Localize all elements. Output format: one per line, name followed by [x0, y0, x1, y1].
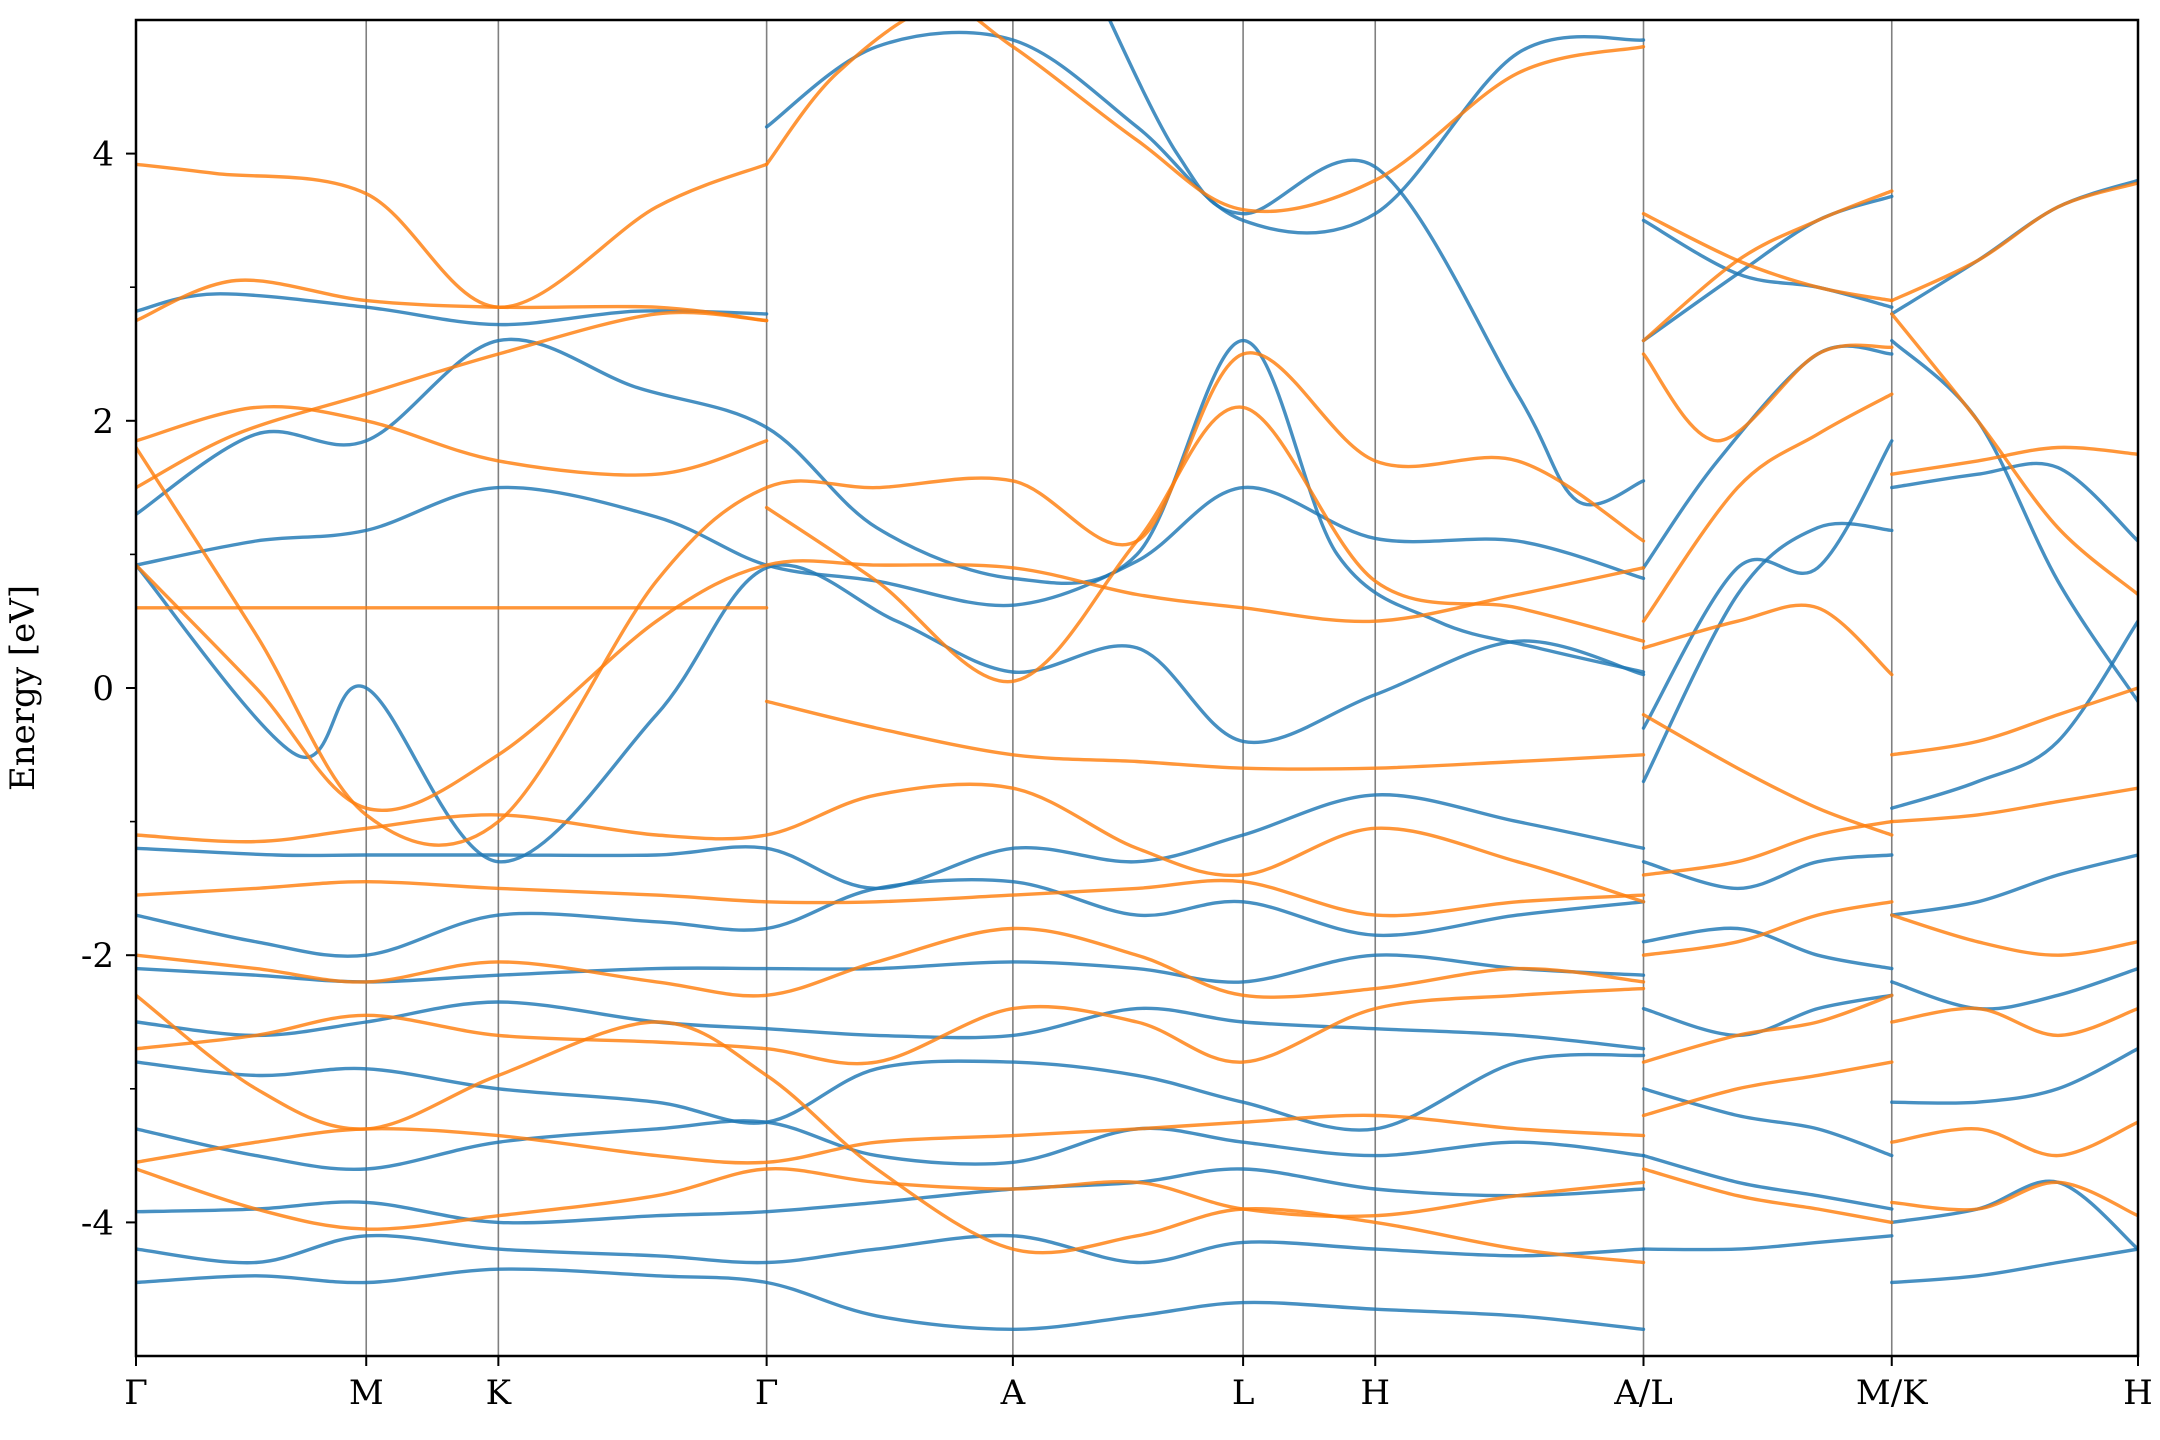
- band-line: [1890, 1120, 2138, 1158]
- band-line: [136, 926, 1646, 999]
- band-line: [1890, 686, 2138, 757]
- band-line: [1641, 194, 1894, 343]
- band-line: [1890, 619, 2138, 810]
- band-series: [136, 20, 2138, 1265]
- band-line: [136, 351, 1646, 847]
- band-line: [1641, 1234, 1894, 1252]
- band-line: [1641, 218, 1894, 309]
- band-line: [1890, 786, 2138, 824]
- x-axis: Γ M K Γ A L H A/L M/K H: [124, 1356, 2153, 1413]
- band-line: [1641, 993, 1894, 1038]
- band-line: [136, 404, 769, 477]
- y-tick-label: -4: [81, 1203, 114, 1243]
- x-tick-label: Γ: [755, 1373, 779, 1413]
- x-tick-label: H: [2123, 1373, 2153, 1413]
- band-line: [1890, 913, 2138, 957]
- band-line: [764, 405, 1646, 684]
- x-tick-label: M: [349, 1373, 384, 1413]
- band-line: [1641, 439, 1894, 730]
- band-line: [1890, 445, 2138, 476]
- band-line: [1890, 461, 2138, 543]
- band-line: [136, 793, 1646, 891]
- band-line: [1641, 900, 1894, 957]
- x-tick-label: L: [1232, 1373, 1255, 1413]
- band-line: [1641, 521, 1894, 784]
- band-line: [1641, 1060, 1894, 1118]
- band-line: [136, 1113, 1646, 1165]
- band-line: [136, 1267, 1646, 1331]
- band-lines: [136, 20, 2138, 1331]
- band-line: [1890, 181, 2138, 303]
- band-line: [136, 1167, 1646, 1231]
- band-line: [764, 699, 1646, 771]
- band-line: [136, 162, 769, 309]
- band-line: [136, 563, 1646, 864]
- band-line: [1107, 20, 1646, 507]
- x-tick-label: A/L: [1613, 1373, 1673, 1413]
- band-line: [1890, 1179, 2138, 1251]
- band-line: [1890, 1006, 2138, 1038]
- band-line: [136, 782, 1646, 904]
- band-line: [136, 337, 1646, 674]
- y-axis: 4 2 0 -2 -4: [81, 135, 136, 1243]
- band-line: [1890, 966, 2138, 1011]
- y-tick-label: 0: [92, 669, 114, 709]
- y-tick-label: 4: [92, 135, 114, 175]
- band-line: [1641, 392, 1894, 623]
- band-line: [1890, 1247, 2138, 1285]
- band-line: [1890, 312, 2138, 597]
- band-line: [1890, 853, 2138, 917]
- band-line: [136, 292, 769, 327]
- band-line: [1641, 993, 1894, 1064]
- band-line: [136, 986, 1646, 1066]
- band-line: [136, 485, 1646, 608]
- band-line: [1890, 1180, 2138, 1218]
- y-tick-label: -2: [81, 936, 114, 976]
- band-line: [764, 20, 1646, 214]
- band-line: [1641, 819, 1894, 877]
- band-line: [136, 1119, 1646, 1172]
- x-tick-label: H: [1360, 1373, 1390, 1413]
- band-line: [136, 1052, 1646, 1132]
- x-tick-label: M/K: [1856, 1373, 1928, 1413]
- band-line: [1641, 189, 1894, 343]
- band-line: [1641, 343, 1894, 443]
- band-line: [136, 310, 769, 490]
- y-axis-label: Energy [eV]: [3, 585, 43, 791]
- band-line: [1641, 853, 1894, 891]
- x-tick-label: Γ: [124, 1373, 148, 1413]
- band-line: [1641, 926, 1894, 971]
- band-line: [1890, 1047, 2138, 1105]
- band-line: [1641, 1153, 1894, 1211]
- band-line: [1890, 178, 2138, 316]
- x-tick-label: K: [486, 1373, 512, 1413]
- band-line: [1641, 212, 1894, 303]
- band-line: [136, 878, 1646, 918]
- band-line: [1641, 713, 1894, 837]
- y-tick-label: 2: [92, 402, 114, 442]
- band-line: [1641, 344, 1894, 570]
- band-line: [136, 1233, 1646, 1265]
- band-line: [136, 278, 769, 323]
- band-line: [1890, 338, 2138, 704]
- band-line: [1641, 1167, 1894, 1225]
- band-line: [764, 30, 1646, 235]
- x-tick-label: A: [1000, 1373, 1026, 1413]
- band-line: [136, 878, 1646, 958]
- band-line: [136, 993, 1646, 1265]
- band-line: [136, 1000, 1646, 1051]
- band-line: [1641, 1087, 1894, 1158]
- band-line: [1641, 603, 1894, 677]
- band-line: [136, 1167, 1646, 1225]
